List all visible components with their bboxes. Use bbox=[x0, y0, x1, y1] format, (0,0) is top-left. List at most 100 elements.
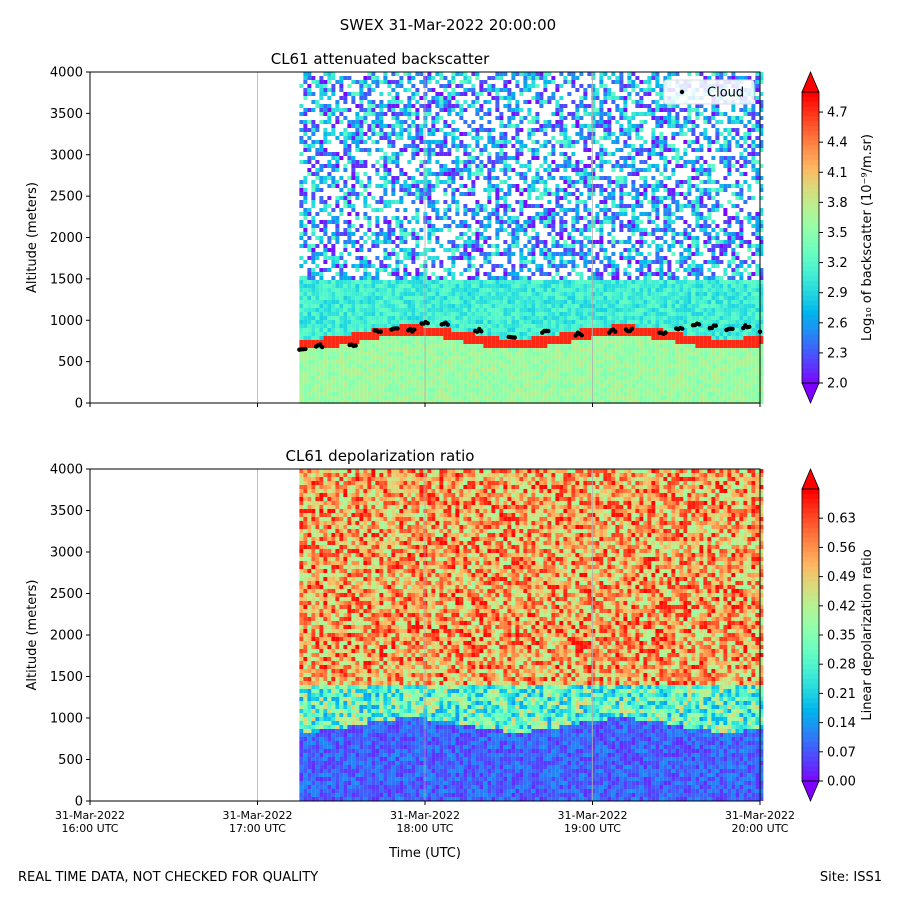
heatmap-cell bbox=[323, 308, 328, 312]
heatmap-cell bbox=[575, 88, 580, 92]
heatmap-cell bbox=[323, 352, 328, 356]
heatmap-cell bbox=[419, 364, 424, 368]
heatmap-cell bbox=[587, 212, 592, 216]
heatmap-cell bbox=[447, 152, 452, 156]
heatmap-cell bbox=[571, 380, 576, 384]
heatmap-cell bbox=[335, 232, 340, 236]
heatmap-cell bbox=[371, 72, 376, 76]
heatmap-cell bbox=[343, 260, 348, 264]
heatmap-cell bbox=[363, 184, 368, 188]
heatmap-cell bbox=[347, 188, 352, 192]
heatmap-cell bbox=[615, 308, 620, 312]
heatmap-cell bbox=[399, 224, 404, 228]
heatmap-cell bbox=[323, 300, 328, 304]
heatmap-cell bbox=[299, 324, 304, 328]
heatmap-cell bbox=[451, 296, 456, 300]
heatmap-cell bbox=[399, 388, 404, 392]
heatmap-cell bbox=[623, 324, 628, 328]
heatmap-cell bbox=[523, 204, 528, 208]
heatmap-cell bbox=[579, 248, 584, 252]
heatmap-cell bbox=[403, 392, 408, 396]
heatmap-cell bbox=[319, 324, 324, 328]
heatmap-cell bbox=[407, 272, 412, 276]
heatmap-cell bbox=[323, 164, 328, 168]
heatmap-cell bbox=[507, 140, 512, 144]
heatmap-cell bbox=[311, 352, 316, 356]
heatmap-cell bbox=[351, 204, 356, 208]
heatmap-cell bbox=[351, 172, 356, 176]
heatmap-cell bbox=[611, 292, 616, 296]
heatmap-cell bbox=[599, 324, 604, 328]
heatmap-cell bbox=[303, 356, 308, 360]
heatmap-cell bbox=[611, 164, 616, 168]
heatmap-cell bbox=[395, 116, 400, 120]
heatmap-cell bbox=[543, 312, 548, 316]
heatmap-cell bbox=[319, 376, 324, 380]
heatmap-cell bbox=[447, 104, 452, 108]
heatmap-cell bbox=[531, 228, 536, 232]
heatmap-cell bbox=[459, 356, 464, 360]
heatmap-cell bbox=[367, 88, 372, 92]
heatmap-cell bbox=[375, 284, 380, 288]
heatmap-cell bbox=[459, 184, 464, 188]
heatmap-cell bbox=[427, 144, 432, 148]
heatmap-cell bbox=[515, 128, 520, 132]
heatmap-cell bbox=[415, 236, 420, 240]
heatmap-cell bbox=[559, 348, 564, 352]
heatmap-cell bbox=[575, 336, 580, 340]
heatmap-cell bbox=[543, 248, 548, 252]
heatmap-cell bbox=[491, 252, 496, 256]
heatmap-cell bbox=[351, 124, 356, 128]
heatmap-cell bbox=[547, 320, 552, 324]
heatmap-cell bbox=[499, 276, 504, 280]
heatmap-cell bbox=[535, 112, 540, 116]
heatmap-cell bbox=[579, 252, 584, 256]
heatmap-cell bbox=[575, 400, 580, 404]
heatmap-cell bbox=[427, 384, 432, 388]
heatmap-cell bbox=[599, 236, 604, 240]
heatmap-cell bbox=[623, 208, 628, 212]
heatmap-cell bbox=[515, 368, 520, 372]
heatmap-cell bbox=[579, 276, 584, 280]
heatmap-cell bbox=[579, 96, 584, 100]
heatmap-cell bbox=[603, 280, 608, 284]
heatmap-cell bbox=[463, 392, 468, 396]
heatmap-cell bbox=[491, 136, 496, 140]
heatmap-cell bbox=[439, 372, 444, 376]
heatmap-cell bbox=[507, 296, 512, 300]
heatmap-cell bbox=[451, 380, 456, 384]
heatmap-cell bbox=[611, 280, 616, 284]
heatmap-cell bbox=[475, 172, 480, 176]
heatmap-cell bbox=[611, 316, 616, 320]
heatmap-cell bbox=[475, 144, 480, 148]
heatmap-cell bbox=[399, 280, 404, 284]
heatmap-cell bbox=[347, 276, 352, 280]
heatmap-cell bbox=[439, 164, 444, 168]
heatmap-cell bbox=[531, 244, 536, 248]
heatmap-cell bbox=[527, 168, 532, 172]
heatmap-cell bbox=[391, 228, 396, 232]
heatmap-cell bbox=[535, 120, 540, 124]
heatmap-cell bbox=[339, 272, 344, 276]
heatmap-cell bbox=[339, 284, 344, 288]
heatmap-cell bbox=[419, 328, 424, 332]
heatmap-cell bbox=[503, 328, 508, 332]
heatmap-cell bbox=[599, 148, 604, 152]
heatmap-cell bbox=[499, 348, 504, 352]
heatmap-cell bbox=[455, 204, 460, 208]
heatmap-cell bbox=[471, 216, 476, 220]
heatmap-cell bbox=[559, 188, 564, 192]
heatmap-cell bbox=[551, 264, 556, 268]
heatmap-cell bbox=[491, 264, 496, 268]
heatmap-cell bbox=[563, 296, 568, 300]
heatmap-cell bbox=[407, 124, 412, 128]
heatmap-cell bbox=[455, 168, 460, 172]
heatmap-cell bbox=[479, 300, 484, 304]
heatmap-cell bbox=[447, 388, 452, 392]
heatmap-cell bbox=[399, 120, 404, 124]
heatmap-cell bbox=[339, 352, 344, 356]
heatmap-cell bbox=[519, 256, 524, 260]
heatmap-cell bbox=[459, 168, 464, 172]
heatmap-cell bbox=[307, 360, 312, 364]
heatmap-cell bbox=[347, 204, 352, 208]
